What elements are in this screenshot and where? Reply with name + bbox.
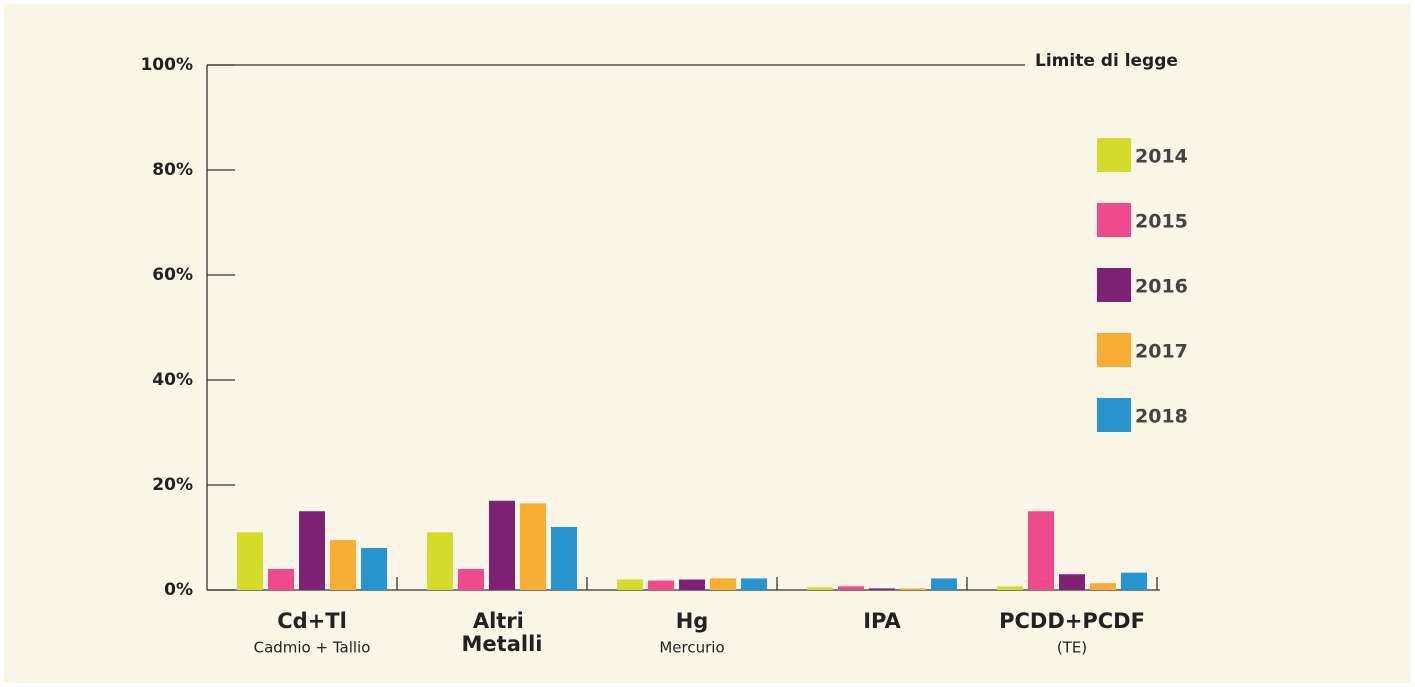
background xyxy=(4,4,1411,683)
legend-label: 2018 xyxy=(1135,406,1188,428)
bar xyxy=(1028,511,1054,590)
limit-label: Limite di legge xyxy=(1035,51,1178,71)
legend-label: 2017 xyxy=(1135,341,1188,363)
y-tick-label: 20% xyxy=(152,475,193,495)
bar xyxy=(900,588,926,590)
bar xyxy=(1059,574,1085,590)
bar xyxy=(520,503,546,590)
y-tick-label: 60% xyxy=(152,265,193,285)
bar xyxy=(1090,583,1116,590)
legend-swatch xyxy=(1097,203,1131,237)
x-tick-label: Altri Metalli xyxy=(462,609,543,656)
legend-swatch xyxy=(1097,333,1131,367)
bar xyxy=(299,511,325,590)
bar xyxy=(807,587,833,590)
legend-label: 2016 xyxy=(1135,276,1188,298)
bar xyxy=(710,578,736,590)
legend-swatch xyxy=(1097,398,1131,432)
x-tick-label: IPA xyxy=(863,609,901,633)
legend-label: 2014 xyxy=(1135,146,1188,168)
bar xyxy=(237,532,263,590)
bar xyxy=(551,527,577,590)
y-tick-label: 80% xyxy=(152,160,193,180)
y-tick-label: 0% xyxy=(164,580,193,600)
bar xyxy=(838,586,864,590)
x-tick-label: Cd+Tl xyxy=(277,609,347,633)
x-tick-sublabel: Mercurio xyxy=(659,639,724,657)
bar xyxy=(741,578,767,590)
bar xyxy=(997,586,1023,590)
bar xyxy=(648,580,674,590)
x-tick-sublabel: (TE) xyxy=(1057,639,1087,657)
bar xyxy=(489,500,515,590)
legend-swatch xyxy=(1097,268,1131,302)
y-tick-label: 40% xyxy=(152,370,193,390)
legend-swatch xyxy=(1097,138,1131,172)
bar xyxy=(931,578,957,590)
x-tick-label: PCDD+PCDF xyxy=(999,609,1145,633)
x-tick-sublabel: Cadmio + Tallio xyxy=(254,639,371,657)
bar xyxy=(1121,572,1147,590)
y-tick-label: 100% xyxy=(140,55,193,75)
bar xyxy=(679,579,705,590)
bar xyxy=(330,540,356,590)
bar xyxy=(869,588,895,590)
legend-label: 2015 xyxy=(1135,211,1188,233)
bar xyxy=(458,569,484,590)
bar xyxy=(617,579,643,590)
bar xyxy=(268,569,294,590)
bar xyxy=(427,532,453,590)
x-tick-label: Hg xyxy=(676,609,709,633)
bar xyxy=(361,548,387,590)
